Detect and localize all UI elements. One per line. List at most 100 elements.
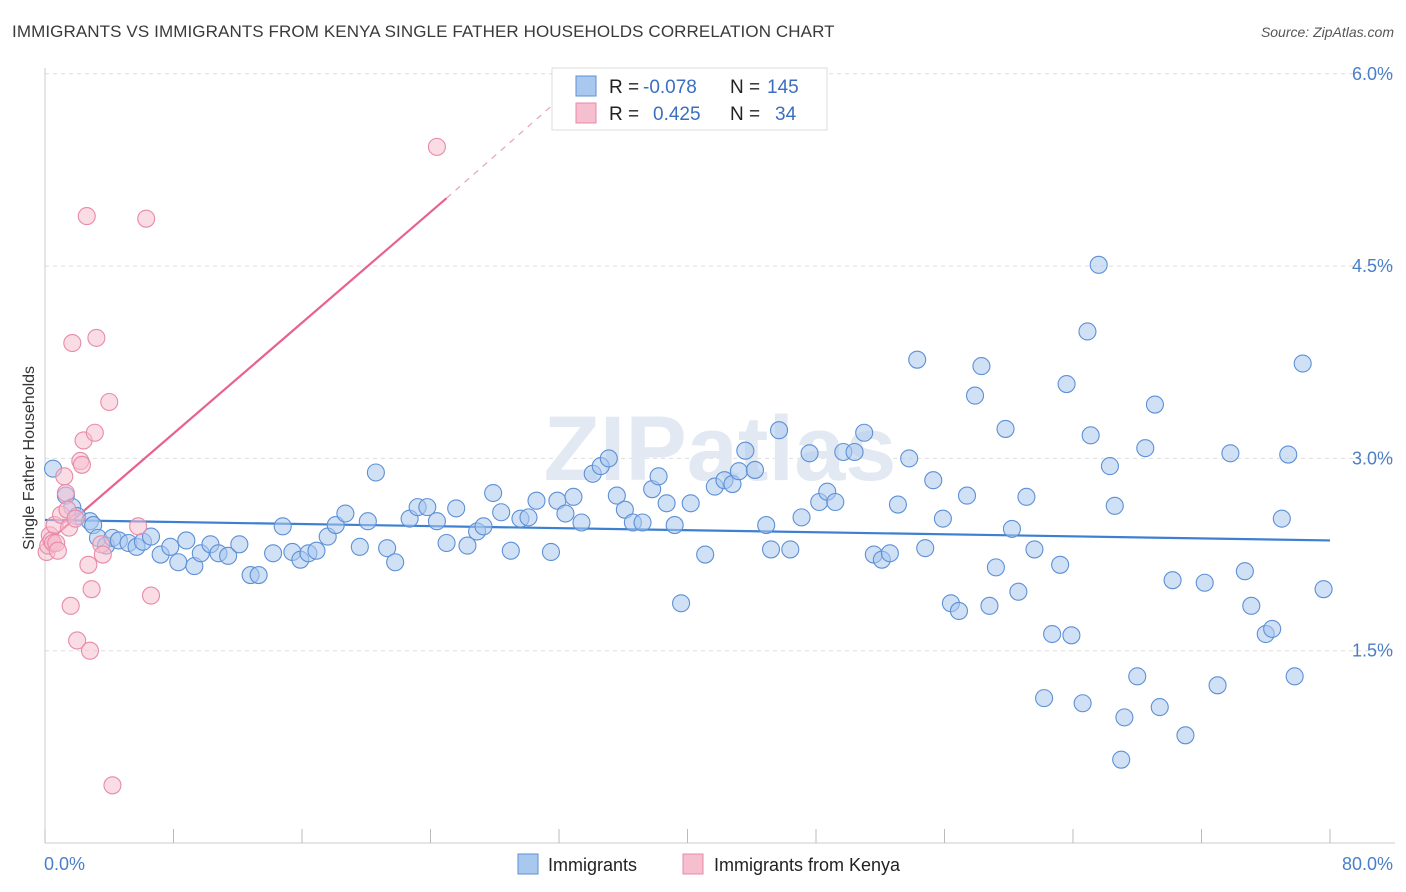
point-kenya-15 — [66, 509, 85, 528]
point-immigrants-63 — [607, 486, 626, 505]
point-immigrants-139 — [1272, 509, 1291, 528]
point-kenya-27 — [93, 545, 112, 564]
point-immigrants-117 — [1062, 626, 1081, 645]
point-immigrants-45 — [447, 499, 466, 518]
legend-r-label-1: R = — [609, 77, 639, 98]
point-immigrants-143 — [1314, 580, 1333, 599]
point-immigrants-115 — [1051, 555, 1070, 574]
point-immigrants-130 — [1163, 571, 1182, 590]
point-kenya-20 — [77, 207, 96, 226]
point-immigrants-77 — [729, 462, 748, 481]
trend-lines — [44, 98, 1331, 546]
bottom-legend-swatch-blue — [517, 853, 539, 875]
series-immigrants-points — [43, 255, 1333, 769]
legend-box: R = -0.078 N = 145 R = 0.425 N = 34 — [551, 67, 828, 131]
point-immigrants-22 — [219, 546, 238, 565]
point-immigrants-138 — [1263, 619, 1282, 638]
point-immigrants-64 — [615, 500, 634, 519]
legend-n-value-1: 145 — [767, 77, 799, 98]
point-immigrants-124 — [1112, 750, 1131, 769]
point-immigrants-16 — [169, 553, 188, 572]
point-kenya-22 — [80, 641, 100, 660]
point-immigrants-95 — [888, 495, 907, 514]
point-immigrants-114 — [1043, 624, 1062, 644]
point-immigrants-127 — [1136, 439, 1155, 458]
point-immigrants-71 — [672, 594, 691, 613]
legend-swatch-pink — [575, 102, 597, 124]
point-immigrants-142 — [1293, 354, 1312, 373]
point-immigrants-122 — [1100, 457, 1119, 476]
point-immigrants-121 — [1089, 255, 1108, 274]
point-immigrants-78 — [736, 441, 755, 460]
point-kenya-10 — [56, 483, 75, 503]
legend-r-value-1: -0.078 — [643, 77, 697, 98]
point-immigrants-96 — [900, 449, 919, 468]
series-kenya-points — [37, 137, 446, 795]
point-immigrants-112 — [1025, 540, 1044, 559]
legend-r-label-2: R = — [609, 104, 639, 125]
point-immigrants-23 — [230, 535, 249, 554]
point-immigrants-57 — [556, 504, 575, 523]
point-immigrants-102 — [949, 601, 969, 621]
y-tick-label-2: 4.5% — [1352, 256, 1393, 276]
point-immigrants-135 — [1235, 562, 1254, 581]
point-immigrants-68 — [649, 467, 668, 486]
point-immigrants-27 — [273, 517, 292, 536]
bottom-legend: Immigrants Immigrants from Kenya — [517, 853, 901, 875]
point-kenya-30 — [129, 517, 148, 536]
point-immigrants-128 — [1145, 395, 1164, 414]
point-immigrants-36 — [358, 512, 377, 531]
point-immigrants-54 — [527, 491, 546, 510]
x-tick-label-1: 80.0% — [1342, 854, 1393, 874]
point-immigrants-125 — [1115, 708, 1134, 727]
bottom-legend-swatch-pink — [682, 853, 704, 875]
point-immigrants-43 — [427, 512, 446, 531]
point-immigrants-99 — [924, 471, 943, 490]
point-immigrants-91 — [855, 423, 874, 442]
point-immigrants-15 — [161, 537, 180, 556]
point-immigrants-94 — [880, 544, 899, 563]
point-immigrants-48 — [474, 517, 493, 536]
point-immigrants-110 — [1009, 582, 1028, 601]
point-immigrants-85 — [800, 444, 819, 463]
legend-r-value-2: 0.425 — [653, 104, 701, 125]
bottom-legend-label-immigrants: Immigrants — [548, 855, 637, 875]
point-immigrants-111 — [1017, 487, 1036, 506]
point-immigrants-44 — [437, 533, 456, 553]
point-immigrants-108 — [996, 419, 1015, 438]
point-immigrants-118 — [1073, 694, 1092, 713]
point-kenya-21 — [79, 555, 98, 574]
point-immigrants-120 — [1081, 426, 1100, 445]
point-immigrants-73 — [696, 545, 715, 564]
chart-source: Source: ZipAtlas.com — [1260, 24, 1394, 40]
point-immigrants-133 — [1208, 676, 1227, 695]
point-kenya-32 — [141, 586, 161, 605]
point-immigrants-26 — [264, 544, 283, 563]
point-immigrants-132 — [1195, 573, 1214, 592]
point-immigrants-81 — [761, 540, 781, 559]
bottom-legend-label-kenya: Immigrants from Kenya — [714, 855, 901, 875]
point-immigrants-51 — [501, 541, 520, 560]
trend-line-kenya-extension — [446, 98, 560, 199]
legend-swatch-blue — [575, 75, 597, 97]
point-kenya-25 — [87, 328, 106, 347]
point-kenya-13 — [61, 596, 80, 615]
point-immigrants-97 — [908, 350, 927, 369]
point-immigrants-62 — [599, 449, 618, 468]
point-immigrants-103 — [957, 486, 977, 505]
y-tick-label-1: 3.0% — [1352, 448, 1393, 468]
point-immigrants-113 — [1035, 689, 1054, 708]
point-immigrants-83 — [781, 540, 800, 559]
point-immigrants-37 — [366, 463, 385, 482]
point-immigrants-25 — [249, 566, 268, 585]
chart-title: IMMIGRANTS VS IMMIGRANTS FROM KENYA SING… — [12, 22, 835, 41]
point-immigrants-49 — [484, 483, 503, 503]
point-immigrants-33 — [326, 516, 345, 535]
point-kenya-33 — [427, 137, 446, 156]
y-axis-label: Single Father Households — [21, 366, 38, 550]
y-tick-label-0: 1.5% — [1352, 641, 1393, 661]
point-immigrants-58 — [564, 487, 583, 506]
point-immigrants-66 — [633, 513, 652, 532]
point-immigrants-31 — [307, 541, 326, 560]
point-immigrants-39 — [386, 553, 405, 572]
